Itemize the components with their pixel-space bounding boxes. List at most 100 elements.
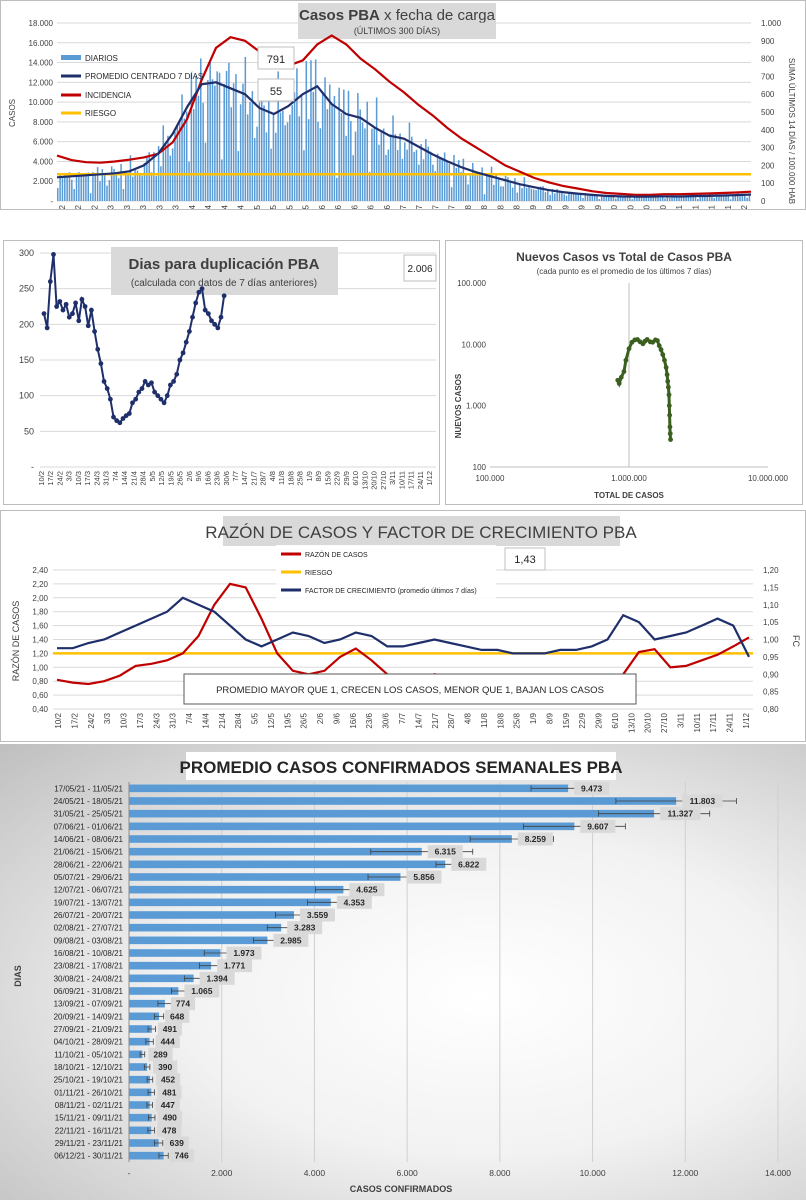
casos-daily-bar (244, 57, 247, 201)
casos-daily-bar (692, 196, 694, 201)
sem-category-label: 19/07/21 - 13/07/21 (54, 898, 124, 907)
casos-daily-bar (736, 193, 739, 201)
dup-xtick: 13/10 (360, 471, 369, 490)
casos-ytick: 8.000 (33, 118, 54, 127)
razon-chart: RAZÓN DE CASOS Y FACTOR DE CRECIMIENTO P… (11, 516, 801, 733)
dup-xtick: 21/7 (249, 471, 258, 486)
dup-point (63, 301, 69, 307)
casos-daily-bar (108, 180, 111, 201)
scatter-ytick: 10.000 (462, 340, 487, 349)
dup-point (212, 321, 218, 327)
dup-value: 2.006 (407, 264, 432, 275)
dup-point (120, 416, 126, 421)
sem-category-label: 17/05/21 - 11/05/21 (54, 784, 123, 793)
casos-daily-bar (511, 187, 514, 201)
casos-daily-bar (328, 84, 331, 201)
casos-daily-bar (305, 61, 308, 202)
sem-category-label: 02/08/21 - 27/07/21 (54, 924, 124, 933)
sem-value-label-box (406, 870, 442, 884)
sem-xtick: - (128, 1168, 131, 1178)
sem-value-label-box (660, 807, 701, 821)
sem-category-label: 06/12/21 - 30/11/21 (54, 1152, 123, 1161)
casos-daily-bar (73, 189, 75, 201)
sem-category-label: 21/06/21 - 15/06/21 (54, 848, 124, 857)
dup-point (54, 304, 60, 309)
razon-xtick: 1/12 (742, 712, 751, 728)
casos-xtick: 6/10 (610, 204, 619, 209)
casos-xtick: 22/9 (578, 204, 587, 209)
sem-value-label-box (157, 1111, 182, 1125)
casos-daily-bar (160, 166, 162, 201)
dup-ytick: 100 (19, 391, 34, 401)
sem-value-label-box (157, 1123, 182, 1137)
scatter-xlabel: TOTAL DE CASOS (594, 491, 664, 500)
casos-daily-bar (443, 152, 446, 201)
dup-xtick: 5/5 (148, 471, 157, 481)
casos-daily-bar (732, 194, 734, 201)
razon-title: RAZÓN DE CASOS Y FACTOR DE CRECIMIENTO P… (205, 523, 637, 542)
casos-daily-bar (521, 188, 523, 201)
razon-value-box (504, 547, 546, 571)
legend-diarios: DIARIOS (85, 54, 118, 63)
casos-daily-bar (195, 75, 197, 201)
casos-xtick: 12/5 (269, 204, 278, 209)
razon-xtick: 24/11 (726, 712, 735, 732)
sem-value-label-box (155, 1035, 180, 1049)
casos-xtick: 10/11 (691, 204, 700, 209)
dup-point (57, 299, 63, 304)
razon-value: 1,43 (514, 554, 535, 566)
scatter-point (616, 381, 622, 386)
casos-daily-bar (610, 195, 612, 201)
casos-daily-bar (380, 132, 383, 201)
sem-bar (129, 1139, 159, 1147)
sem-value-label: 5.856 (413, 872, 435, 882)
sem-value-label: 11.803 (690, 796, 716, 806)
razon-xtick: 28/7 (447, 712, 456, 728)
sem-bar (129, 1151, 164, 1160)
casos-daily-bar (298, 116, 301, 201)
dup-subtitle: (calculada con datos de 7 días anteriore… (131, 278, 317, 289)
sem-bar (129, 898, 331, 907)
casos-daily-bar (636, 197, 638, 201)
dup-xtick: 3/3 (65, 471, 74, 481)
casos-daily-bar (741, 193, 744, 201)
dup-point (60, 307, 66, 313)
scatter-xtick: 1.000.000 (611, 474, 647, 483)
casos-y2tick: 400 (761, 126, 775, 135)
razon-xtick: 17/11 (709, 712, 718, 732)
casos-xtick: 5/5 (253, 204, 262, 209)
casos-daily-bar (340, 113, 343, 201)
sem-value-label-box (169, 1149, 194, 1163)
casos-daily-bar (232, 83, 235, 201)
sem-value-label-box (157, 1085, 182, 1099)
casos-daily-bar (439, 158, 441, 201)
dup-xtick: 10/3 (74, 471, 83, 486)
dup-xtick: 1/9 (305, 471, 314, 481)
sem-bar (129, 1075, 150, 1084)
casos-daily-bar (192, 109, 195, 201)
casos-daily-bar (607, 196, 610, 201)
sem-value-label: 289 (153, 1049, 167, 1059)
casos-daily-bar (82, 175, 85, 201)
dup-point (82, 304, 88, 309)
dup-point (174, 371, 180, 377)
casos-daily-bar (300, 95, 303, 201)
casos-daily-bar (612, 195, 615, 201)
sem-value-label: 9.473 (581, 783, 603, 793)
casos-title-box (298, 3, 496, 39)
sem-title: PROMEDIO CASOS CONFIRMADOS SEMANALES PBA (180, 758, 623, 777)
scatter-ytick: 100.000 (457, 279, 486, 288)
dup-xtick: 18/8 (286, 471, 295, 486)
casos-daily-bar (584, 193, 587, 201)
casos-daily-bar (652, 196, 655, 201)
casos-daily-bar (624, 196, 626, 201)
casos-daily-bar (603, 195, 605, 201)
casos-xtick: 25/8 (513, 204, 522, 209)
casos-y2label: SUMA ÚLTIMOS 14 DÍAS / 100.000 HAB (787, 58, 796, 204)
casos-daily-bar (493, 184, 495, 201)
sem-category-label: 09/08/21 - 03/08/21 (54, 936, 124, 945)
razon-xtick: 9/6 (332, 712, 341, 724)
casos-daily-bar (577, 193, 580, 201)
dup-point (183, 339, 189, 345)
razon-y2tick: 0,85 (763, 688, 779, 697)
